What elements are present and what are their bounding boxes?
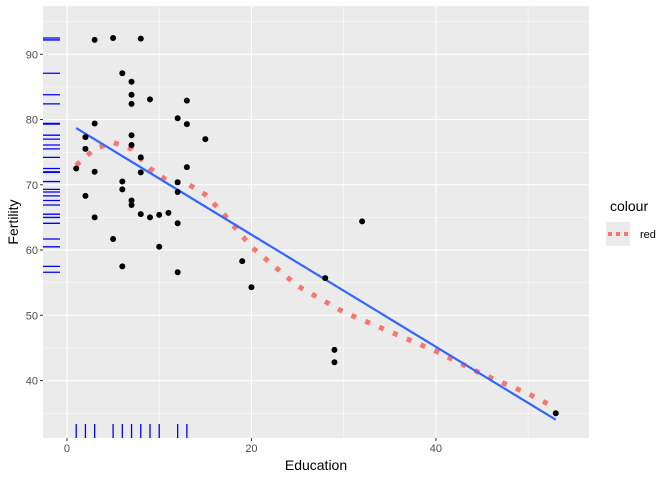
legend-title: colour [610,198,648,214]
data-point [146,214,153,221]
y-tick-label: 80 [26,115,38,127]
grid-minor [43,6,589,438]
data-point [174,269,181,276]
data-point [183,97,190,104]
data-point [128,197,135,204]
smooth-layer [74,139,557,411]
data-point [91,214,98,221]
data-point [174,179,181,186]
x-tick-label: 0 [64,443,70,455]
data-point [91,36,98,43]
x-tick-label: 40 [430,443,442,455]
data-point [552,410,559,417]
rug-layer [43,37,188,438]
tick-labels: 0 20 40 40 50 60 70 80 90 [26,49,442,455]
smooth-line [74,139,557,411]
data-point [165,209,172,216]
data-point [322,275,329,282]
x-axis-title: Education [285,457,347,473]
regression-line [75,127,557,421]
legend-label: red [640,229,656,241]
data-point [119,178,126,185]
data-point [128,100,135,107]
data-point [82,145,89,152]
data-point [137,211,144,218]
grid-major [43,6,589,438]
plot-panel [43,6,589,438]
data-point [146,96,153,103]
y-tick-label: 70 [26,180,38,192]
data-point [128,91,135,98]
data-point [156,211,163,218]
data-point [137,35,144,42]
data-point [128,141,135,148]
data-point [82,134,89,141]
data-point [119,70,126,77]
data-point [91,120,98,127]
legend: colour red [606,198,656,246]
data-point [128,78,135,85]
data-point [174,115,181,122]
data-point [202,136,209,143]
y-tick-label: 90 [26,49,38,61]
data-point [248,284,255,291]
data-point [128,132,135,139]
regression-layer [75,127,557,421]
data-point [110,34,117,41]
data-point [239,258,246,265]
data-point [91,168,98,175]
y-tick-label: 40 [26,376,38,388]
data-point [174,220,181,227]
data-point [137,169,144,176]
data-point [128,202,135,209]
data-point [183,164,190,171]
data-point [174,188,181,195]
data-point [331,346,338,353]
axis-ticks [40,53,437,441]
data-point [110,235,117,242]
data-point [359,218,366,225]
data-point [137,154,144,161]
x-tick-label: 20 [245,443,257,455]
data-point [82,192,89,199]
data-point [119,263,126,270]
y-axis-title: Fertility [5,199,21,244]
y-tick-label: 60 [26,245,38,257]
data-point [183,121,190,128]
y-tick-label: 50 [26,310,38,322]
data-point [156,243,163,250]
data-point [119,186,126,193]
data-point [73,165,80,172]
points-layer [73,34,559,417]
data-point [331,359,338,366]
